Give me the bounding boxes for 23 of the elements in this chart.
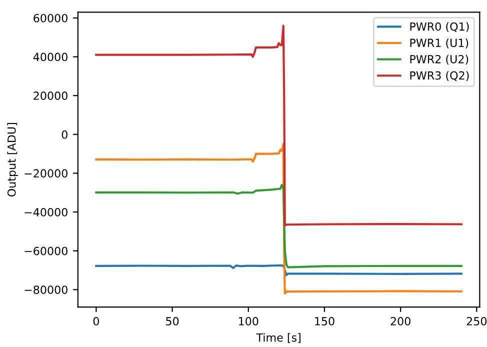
y-tick-label: −60000: [24, 246, 68, 256]
x-tick-label: 150: [315, 317, 334, 326]
x-tick-label: 100: [238, 317, 258, 326]
line-series: [95, 143, 462, 295]
legend-label: PWR1 (U1): [410, 38, 468, 48]
y-tick-label: 0: [62, 130, 68, 139]
x-axis-title: Time [s]: [256, 333, 300, 344]
y-tick-label: −20000: [24, 169, 68, 178]
x-tick-label: 50: [166, 317, 179, 326]
line-series: [95, 184, 462, 268]
y-tick-label: −80000: [24, 286, 68, 294]
legend-label: PWR0 (Q1): [410, 22, 469, 32]
legend-label: PWR2 (U2): [410, 54, 468, 65]
x-tick-label: 200: [390, 317, 410, 326]
y-tick-label: 60000: [34, 14, 68, 22]
y-tick-label: 40000: [33, 52, 68, 62]
line-series: [95, 264, 462, 276]
x-tick-label: 0: [93, 317, 99, 326]
y-tick-label: 20000: [34, 92, 68, 100]
y-tick-label: −40000: [24, 208, 68, 216]
legend-label: PWR3 (Q2): [410, 71, 469, 81]
y-axis-title: Output [ADU]: [7, 123, 18, 197]
x-tick-label: 250: [466, 317, 487, 326]
